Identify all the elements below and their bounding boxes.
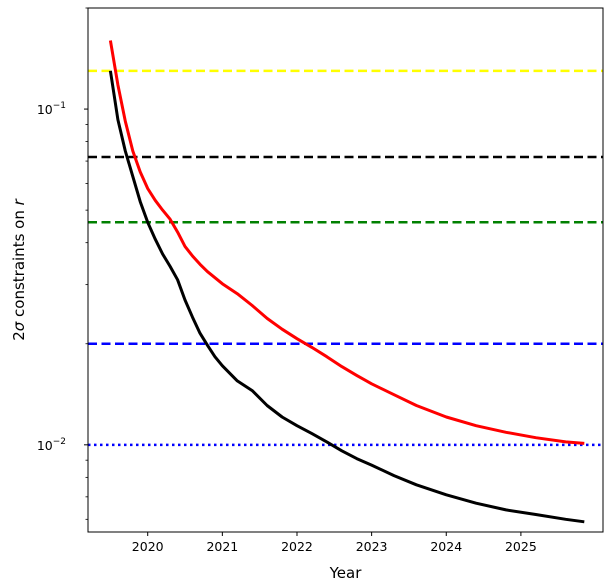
series-line-2 xyxy=(108,70,585,524)
y-axis: 10−2 10−1 xyxy=(37,7,88,520)
x-tick-label: 2023 xyxy=(356,539,388,554)
x-tick-label: 2022 xyxy=(281,539,313,554)
x-axis-label: Year xyxy=(329,564,363,582)
plot-area xyxy=(88,40,603,524)
y-tick-label: 10−1 xyxy=(37,101,66,117)
series-line-1 xyxy=(108,40,585,445)
y-axis-label-variable: r xyxy=(10,198,28,205)
y-axis-label-middle: constraints on xyxy=(10,205,28,321)
x-tick-label: 2021 xyxy=(206,539,238,554)
y-axis-label: 2σ constraints on r xyxy=(10,198,28,340)
x-axis: 2020 2021 2022 2023 2024 2025 xyxy=(132,532,537,554)
y-axis-label-prefix: 2 xyxy=(10,331,28,341)
y-tick-label: 10−2 xyxy=(37,437,66,453)
plot-series-group xyxy=(88,40,603,524)
x-tick-label: 2025 xyxy=(505,539,537,554)
x-tick-label: 2020 xyxy=(132,539,164,554)
y-axis-label-sigma: σ xyxy=(10,321,28,331)
plot-frame xyxy=(87,7,604,533)
x-tick-label: 2024 xyxy=(430,539,462,554)
